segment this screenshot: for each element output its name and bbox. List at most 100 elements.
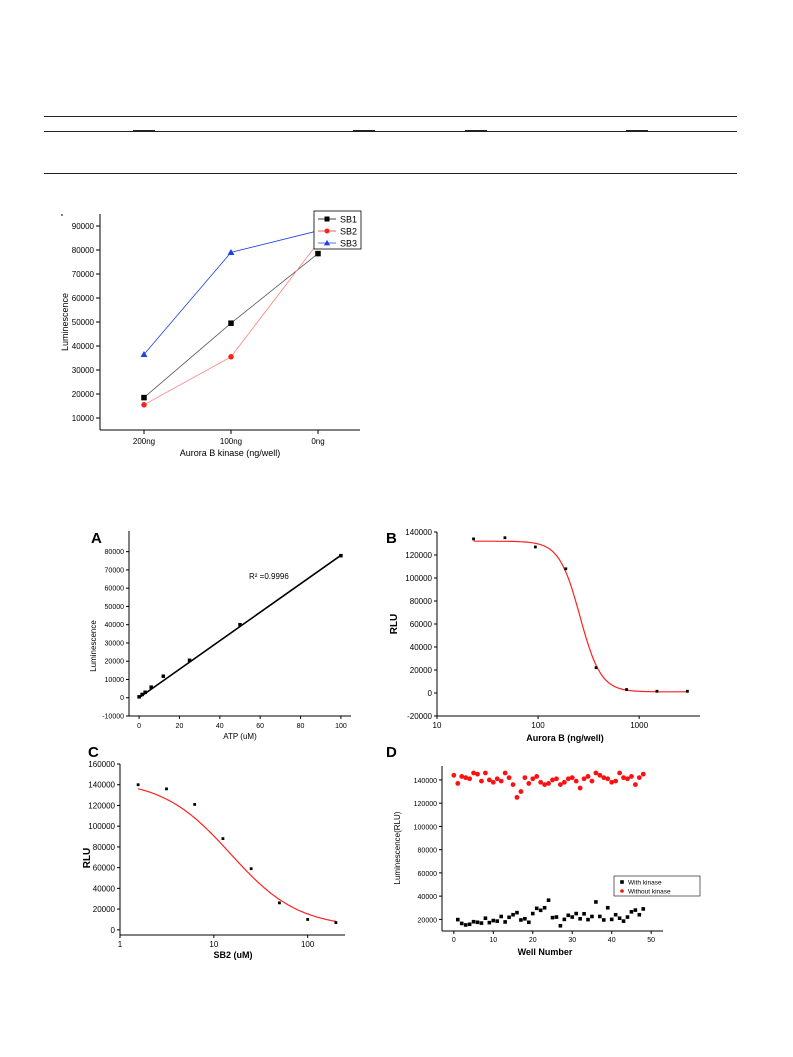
data-point-sb3 xyxy=(227,248,235,255)
y-tick-label: 70000 xyxy=(72,270,95,279)
y-tick-label: 80000 xyxy=(93,843,116,852)
y-tick-label: 40000 xyxy=(72,342,95,351)
y-tick-label: 40000 xyxy=(410,643,433,652)
data-point-without-kinase xyxy=(625,776,630,782)
data-point xyxy=(193,803,197,806)
data-point-without-kinase xyxy=(542,782,548,787)
x-tick-label: 20 xyxy=(529,937,537,944)
data-point-without-kinase xyxy=(459,774,465,779)
x-tick-label: 30 xyxy=(568,937,576,944)
data-point-without-kinase xyxy=(593,770,599,776)
data-point-without-kinase xyxy=(561,779,567,785)
fit-line xyxy=(138,554,342,699)
data-point-without-kinase xyxy=(605,776,611,782)
y-axis-title: Luminescence xyxy=(89,620,98,672)
x-axis-title: SB2 (uM) xyxy=(214,950,253,960)
data-point-without-kinase xyxy=(632,782,638,787)
data-point-sb1 xyxy=(228,320,234,326)
data-point-with-kinase xyxy=(562,917,567,922)
y-tick-label: 120000 xyxy=(405,551,432,560)
legend-label: With kinase xyxy=(628,880,662,887)
data-point-without-kinase xyxy=(498,778,504,784)
table-top-rule xyxy=(44,116,737,117)
data-point-with-kinase xyxy=(566,913,571,918)
y-tick-label: 40000 xyxy=(105,622,125,629)
data-point-without-kinase xyxy=(546,781,551,786)
y-tick-label: 120000 xyxy=(414,801,437,808)
x-tick-label: 10 xyxy=(489,937,497,944)
x-tick-label: 100 xyxy=(531,721,545,730)
data-point-without-kinase xyxy=(506,775,512,781)
data-point xyxy=(655,689,659,693)
data-point-with-kinase xyxy=(530,911,535,916)
y-tick-label: 70000 xyxy=(105,567,125,574)
data-point-without-kinase xyxy=(573,778,579,784)
x-tick-label: 100ng xyxy=(220,437,242,446)
y-tick-label: 20000 xyxy=(72,390,95,399)
data-point-without-kinase xyxy=(609,779,615,785)
data-point-without-kinase xyxy=(621,775,626,781)
data-point-sb3 xyxy=(314,227,322,234)
y-tick-label: 60000 xyxy=(72,294,95,303)
data-point-without-kinase xyxy=(557,782,563,787)
data-point-with-kinase xyxy=(519,918,523,922)
data-point xyxy=(334,921,338,924)
x-tick-label: 10 xyxy=(209,940,218,949)
y-axis-title: RLU xyxy=(82,848,93,869)
data-point-without-kinase xyxy=(569,775,575,781)
data-point-without-kinase xyxy=(534,774,540,779)
data-point-with-kinase xyxy=(538,908,543,913)
y-axis-title: Luminescence(RLU) xyxy=(393,811,402,884)
x-tick-label: 50 xyxy=(647,937,655,944)
y-axis-title: Luminescence xyxy=(60,293,70,351)
y-tick-label: -20000 xyxy=(407,712,432,721)
y-tick-label: 20000 xyxy=(410,666,433,675)
y-axis-title: RLU xyxy=(389,614,400,635)
data-point-without-kinase xyxy=(538,779,544,785)
data-point-with-kinase xyxy=(605,905,610,910)
data-point xyxy=(249,867,253,871)
data-point-with-kinase xyxy=(613,912,618,917)
x-tick-label: 0 xyxy=(452,937,456,944)
y-tick-label: 140000 xyxy=(88,781,115,790)
data-point-without-kinase xyxy=(613,778,619,784)
data-point-with-kinase xyxy=(511,912,515,917)
data-point-without-kinase xyxy=(518,789,524,794)
data-point-without-kinase xyxy=(597,772,603,778)
data-point-with-kinase xyxy=(578,916,582,921)
x-tick-label: 0 xyxy=(137,723,141,730)
x-tick-label: 1000 xyxy=(630,721,648,730)
data-point-with-kinase xyxy=(594,900,598,904)
y-tick-label: 60000 xyxy=(105,586,125,593)
x-tick-label: 40 xyxy=(608,937,616,944)
legend-label: Without kinase xyxy=(628,889,671,896)
series-line-sb2 xyxy=(143,242,319,406)
fit-curve xyxy=(473,540,688,693)
y-tick-label: 20000 xyxy=(418,917,438,924)
panel-label-d: D xyxy=(386,744,397,761)
x-tick-label: 1 xyxy=(118,940,123,949)
data-point xyxy=(594,666,598,670)
y-tick-label: 160000 xyxy=(88,760,115,769)
data-point-without-kinase xyxy=(483,770,488,776)
data-point-with-kinase xyxy=(471,919,476,924)
data-point-with-kinase xyxy=(487,920,492,925)
data-point-sb2 xyxy=(141,402,147,408)
x-axis-title: Aurora B kinase (ng/well) xyxy=(180,448,281,458)
data-point-with-kinase xyxy=(546,898,551,903)
data-point xyxy=(533,545,537,549)
data-point-without-kinase xyxy=(589,778,595,784)
data-point-without-kinase xyxy=(471,770,476,776)
panel-label-c: C xyxy=(88,744,99,761)
legend-box xyxy=(613,875,701,897)
data-point-with-kinase xyxy=(586,917,590,922)
data-point-with-kinase xyxy=(515,910,519,915)
y-tick-label: 80000 xyxy=(105,549,125,556)
data-point-without-kinase xyxy=(514,794,520,800)
data-point xyxy=(187,658,192,663)
data-point xyxy=(137,695,141,699)
data-point xyxy=(472,537,475,541)
table-header-rule xyxy=(44,131,737,132)
y-tick-label: 60000 xyxy=(410,620,433,629)
